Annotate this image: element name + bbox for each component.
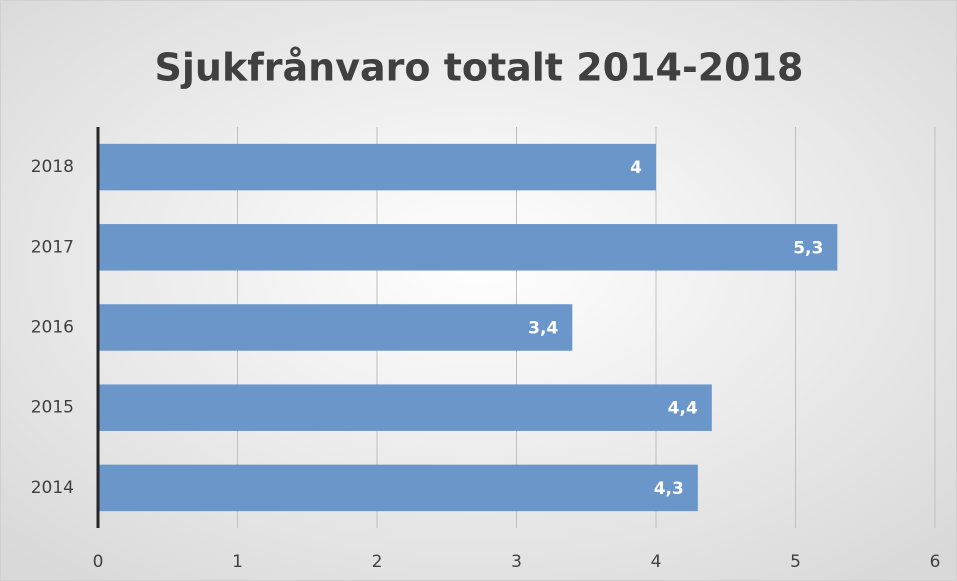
bar xyxy=(98,464,698,512)
x-tick-label: 3 xyxy=(511,552,522,572)
bar xyxy=(98,384,712,431)
value-label: 4 xyxy=(630,158,642,178)
y-tick-label: 2015 xyxy=(31,398,74,418)
y-tick-label: 2014 xyxy=(31,478,74,498)
x-tick-label: 5 xyxy=(790,552,801,572)
x-tick-label: 4 xyxy=(651,552,662,572)
value-label: 4,4 xyxy=(668,399,698,419)
x-tick-label: 2 xyxy=(372,552,383,572)
y-tick-label: 2017 xyxy=(31,237,74,257)
x-tick-label: 0 xyxy=(93,552,104,572)
y-tick-label: 2016 xyxy=(31,318,74,338)
bar xyxy=(98,224,838,271)
value-label: 5,3 xyxy=(793,238,823,258)
bar xyxy=(98,143,656,191)
x-tick-label: 6 xyxy=(930,552,941,572)
value-label: 4,3 xyxy=(654,479,684,499)
bar xyxy=(98,304,573,351)
x-tick-label: 1 xyxy=(232,552,243,572)
value-label: 3,4 xyxy=(528,319,558,339)
y-tick-label: 2018 xyxy=(31,157,74,177)
chart-title: Sjukfrånvaro totalt 2014-2018 xyxy=(155,46,804,90)
